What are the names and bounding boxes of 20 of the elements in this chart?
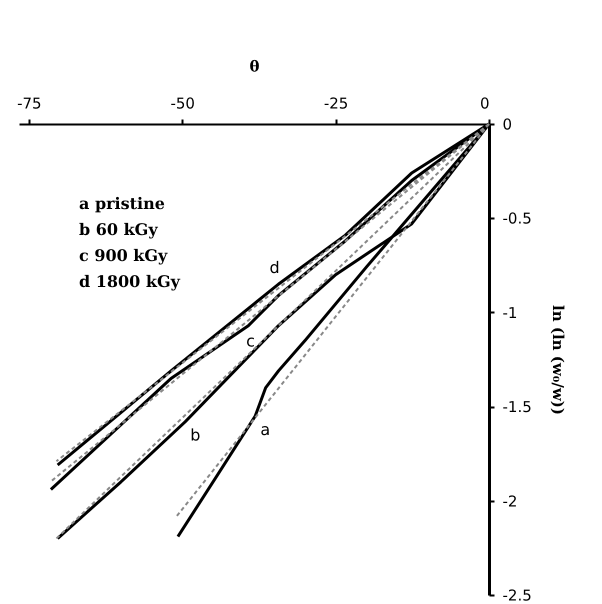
y-tick-label: -0.5 [502,210,532,228]
y-tick-label: -2.5 [502,586,532,604]
annotation: c [246,332,255,351]
annotation: a pristine [79,194,165,213]
y-tick-label: -2 [502,492,518,510]
y-tick-label: -1.5 [502,398,532,416]
annotation: b [190,426,200,445]
annotation: c 900 kGy [79,246,168,265]
x-tick-label: -50 [170,94,195,112]
x-tick-label: 0 [480,94,490,112]
annotation: a [260,420,270,440]
y-tick-label: -1 [502,304,518,322]
y-axis-title: ln (ln (w₀/w)) [548,305,567,415]
y-tick-label: 0 [502,116,512,134]
annotation: b 60 kGy [79,220,158,239]
x-tick-label: -25 [324,94,348,112]
x-tick-label: -75 [17,94,42,112]
x-axis-title: θ [249,58,260,76]
annotation: d 1800 kGy [79,272,181,291]
annotation: d [269,258,280,278]
